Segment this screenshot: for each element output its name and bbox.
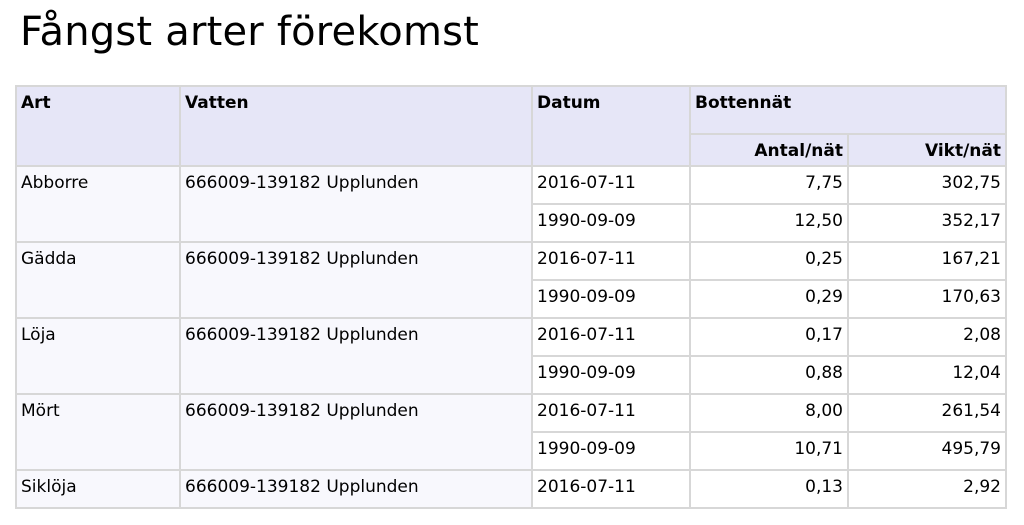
column-header-art: Art — [15, 85, 181, 167]
cell-vatten: 666009-139182 Upplunden — [179, 393, 533, 471]
cell-art: Mört — [15, 393, 181, 471]
cell-datum: 2016-07-11 — [531, 165, 691, 205]
catch-table: Art Vatten Datum Bottennät Antal/nät Vik… — [15, 85, 1007, 509]
cell-antal: 0,88 — [689, 355, 849, 395]
cell-datum: 2016-07-11 — [531, 469, 691, 509]
cell-datum: 2016-07-11 — [531, 393, 691, 433]
cell-vikt: 2,08 — [847, 317, 1007, 357]
table-row: 1990-09-09 0,29 170,63 — [16, 279, 1007, 319]
cell-antal: 12,50 — [689, 203, 849, 243]
cell-antal: 0,29 — [689, 279, 849, 319]
column-header-vikt: Vikt/nät — [847, 133, 1007, 167]
table-row: Mört 666009-139182 Upplunden 2016-07-11 8,0… — [15, 393, 1007, 471]
cell-art: Gädda — [15, 241, 181, 319]
cell-vikt: 302,75 — [847, 165, 1007, 205]
cell-datum: 2016-07-11 — [531, 317, 691, 357]
table-body: Abborre 666009-139182 Upplunden 2016-07-11… — [15, 165, 1007, 509]
cell-vatten: 666009-139182 Upplunden — [179, 165, 533, 243]
cell-datum: 1990-09-09 — [531, 203, 691, 243]
table-row: Gädda 666009-139182 Upplunden 2016-07-11 0,… — [15, 241, 1007, 319]
cell-vatten: 666009-139182 Upplunden — [179, 241, 533, 319]
cell-antal: 7,75 — [689, 165, 849, 205]
cell-vikt: 2,92 — [847, 469, 1007, 509]
cell-antal: 10,71 — [689, 431, 849, 471]
table-row: Siklöja 666009-139182 Upplunden 2016-07-11… — [15, 469, 1007, 509]
cell-antal: 0,25 — [689, 241, 849, 281]
table-row: Löja 666009-139182 Upplunden 2016-07-11 0,1… — [15, 317, 1007, 395]
page-title: Fångst arter förekomst — [20, 9, 480, 55]
cell-vikt: 167,21 — [847, 241, 1007, 281]
cell-vikt: 352,17 — [847, 203, 1007, 243]
column-header-vatten: Vatten — [179, 85, 533, 167]
cell-art: Abborre — [15, 165, 181, 243]
cell-antal: 8,00 — [689, 393, 849, 433]
cell-datum: 1990-09-09 — [531, 279, 691, 319]
column-header-datum: Datum — [531, 85, 691, 167]
cell-datum: 1990-09-09 — [531, 355, 691, 395]
cell-vatten: 666009-139182 Upplunden — [179, 469, 533, 509]
table-row: 1990-09-09 12,50 352,17 — [16, 203, 1007, 243]
cell-antal: 0,13 — [689, 469, 849, 509]
cell-art: Löja — [15, 317, 181, 395]
table-row: 1990-09-09 10,71 495,79 — [16, 431, 1007, 471]
cell-vikt: 495,79 — [847, 431, 1007, 471]
cell-datum: 1990-09-09 — [531, 431, 691, 471]
cell-datum: 2016-07-11 — [531, 241, 691, 281]
cell-vikt: 170,63 — [847, 279, 1007, 319]
cell-vatten: 666009-139182 Upplunden — [179, 317, 533, 395]
cell-vikt: 261,54 — [847, 393, 1007, 433]
column-group-header-bottennat: Bottennät — [689, 85, 1007, 135]
column-header-antal: Antal/nät — [689, 133, 849, 167]
cell-antal: 0,17 — [689, 317, 849, 357]
table-row: Abborre 666009-139182 Upplunden 2016-07-11… — [15, 165, 1007, 243]
table-row: 1990-09-09 0,88 12,04 — [16, 355, 1007, 395]
cell-vikt: 12,04 — [847, 355, 1007, 395]
cell-art: Siklöja — [15, 469, 181, 509]
